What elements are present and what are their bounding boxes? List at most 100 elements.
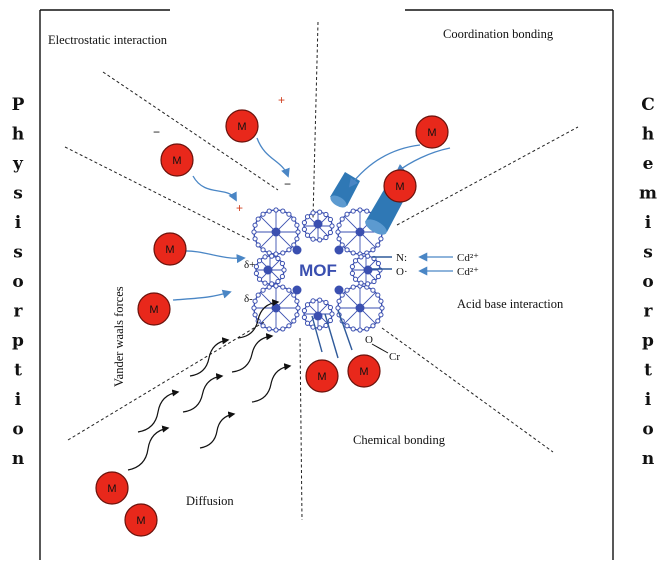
mof-node: [292, 285, 302, 295]
mof-node: [334, 285, 344, 295]
delta-minus-label: δ-: [244, 293, 253, 305]
mof-atom: [317, 325, 323, 331]
mof-atom: [286, 247, 292, 253]
chemisorption-letter: p: [642, 331, 654, 351]
arrow-vdw-1: [182, 250, 246, 264]
mof-atom: [304, 320, 311, 326]
mof-atom: [294, 298, 300, 304]
arrow-coordination-2: [395, 147, 451, 174]
mof-atom: [344, 323, 350, 329]
molecule-circle: [95, 471, 129, 505]
mof-atom: [291, 318, 297, 324]
mof-atom: [370, 323, 376, 329]
mof-atom: [286, 323, 292, 329]
molecule-circle: [415, 115, 449, 149]
chemisorption-letter: s: [643, 243, 653, 263]
mof-atom: [344, 211, 350, 217]
mof-atom: [365, 253, 371, 259]
molecule-circle: [160, 143, 194, 177]
mof-atom: [352, 258, 359, 264]
mof-atom: [357, 207, 363, 213]
molecule-circle: [225, 109, 259, 143]
mof-atom: [329, 311, 335, 317]
mof-atom: [375, 242, 381, 248]
molecule-circle: [124, 503, 158, 537]
mof-atom: [364, 208, 370, 214]
mof-atom: [365, 281, 371, 287]
mof-atom: [370, 287, 376, 293]
chem-o-label: O: [365, 334, 373, 346]
physisorption-letter: s: [13, 184, 23, 204]
molecule-m: M: [225, 109, 259, 143]
physisorption-letter: P: [12, 95, 25, 115]
mof-atom: [275, 255, 281, 262]
mof-atom: [371, 278, 377, 285]
minus-charge-top: −: [153, 125, 160, 139]
mof-atom: [301, 314, 308, 320]
mof-atom: [269, 281, 275, 287]
divider-bottom-right: [381, 327, 554, 453]
mof-atom: [253, 270, 260, 276]
mof-atom: [291, 216, 297, 222]
o-cr-bond: [371, 343, 389, 354]
mof-atom: [262, 254, 268, 260]
arrow-vdw-2: [172, 289, 232, 301]
mof-atom: [256, 276, 263, 282]
mof-atom: [251, 305, 257, 311]
arrow-coordination-1: [348, 144, 421, 188]
mof-atom: [252, 312, 258, 318]
diagram-frame: [39, 9, 614, 560]
region-dividers: [64, 21, 579, 521]
mof-node: [292, 245, 302, 255]
molecule-label: M: [136, 515, 145, 527]
mof-atom: [252, 236, 258, 242]
acidbase-bonds: [372, 256, 392, 270]
chemisorption-letter: o: [642, 272, 653, 292]
mof-atom: [336, 222, 342, 228]
mof-center-hole: [292, 250, 344, 290]
divider-bottom: [299, 337, 303, 521]
molecule-m: M: [160, 143, 194, 177]
mof-atom: [260, 323, 266, 329]
molecule-m: M: [383, 169, 417, 203]
molecule-circle: [153, 232, 187, 266]
mof-atom: [327, 317, 333, 324]
mof-atom: [295, 305, 301, 311]
molecule-circle: [347, 354, 381, 388]
chemisorption-letter: h: [642, 125, 654, 145]
mof-atom: [370, 247, 376, 253]
chem-cr-label: Cr: [389, 351, 400, 363]
diffusion-arrow: [182, 373, 224, 413]
coordination-label: Coordination bonding: [443, 27, 554, 41]
mof-atom: [301, 308, 308, 314]
mof-node: [313, 311, 323, 321]
mof-node: [355, 227, 365, 237]
arrow-electrostatic-2: [192, 175, 237, 202]
mof-atom: [350, 208, 356, 214]
mof-atom: [269, 253, 275, 259]
mof-atom: [375, 260, 381, 267]
mof-atom: [350, 326, 356, 332]
mof-node: [363, 265, 373, 275]
molecule-label: M: [149, 304, 158, 316]
mof-atom: [349, 270, 356, 276]
mof-atom: [358, 280, 364, 286]
coordination-cylinder-1: [330, 172, 360, 208]
molecule-circle: [383, 169, 417, 203]
mof-atom: [266, 208, 272, 214]
molecule-m: M: [305, 359, 339, 393]
mof-atom: [310, 236, 316, 242]
mof-atom: [349, 264, 356, 270]
mof-atom: [262, 280, 268, 286]
mof-atom: [273, 207, 279, 213]
mof-atom: [273, 283, 279, 289]
mof-atom: [339, 216, 345, 222]
chemisorption-letter: t: [644, 361, 652, 381]
mof-atom: [378, 236, 384, 242]
mof-atom: [375, 292, 381, 298]
physisorption-letter: i: [15, 213, 22, 233]
mof-atom: [335, 305, 341, 311]
chemisorption-letter: i: [645, 213, 652, 233]
